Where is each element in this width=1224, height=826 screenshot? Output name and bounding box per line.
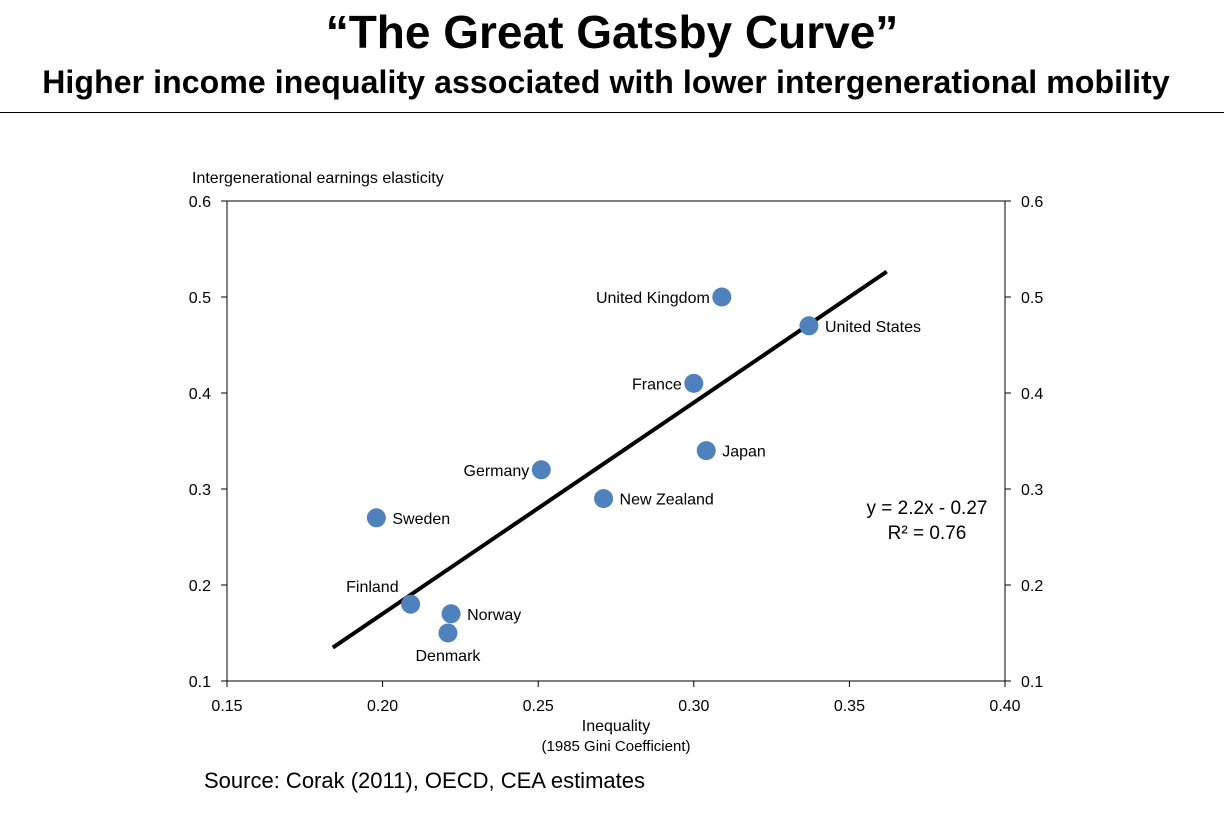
slide-subtitle: Higher income inequality associated with… [42,64,1170,100]
source-note: Source: Corak (2011), OECD, CEA estimate… [204,768,645,793]
x-tick-label: 0.20 [367,698,398,715]
data-point-united-kingdom [712,287,732,307]
data-point-japan [696,441,716,461]
y-tick-label-right: 0.4 [1021,386,1043,403]
y-tick-label-right: 0.3 [1021,482,1043,499]
point-label: New Zealand [620,492,714,509]
y-axis-left: 0.1 0.2 0.3 0.4 0.5 0.6 [189,194,227,691]
trendline-equation: y = 2.2x - 0.27 [867,498,988,519]
x-tick-label: 0.25 [523,698,554,715]
point-label: Finland [346,579,398,596]
x-axis: 0.15 0.20 0.25 0.30 0.35 0.40 [211,681,1021,715]
y-tick-label-right: 0.6 [1021,194,1043,211]
y-axis-right: 0.1 0.2 0.3 0.4 0.5 0.6 [1005,194,1043,691]
point-labels: United Kingdom United States France Japan Ge… [346,290,921,665]
data-point-united-states [799,316,819,336]
data-point-sweden [366,508,386,528]
x-tick-label: 0.40 [989,698,1020,715]
point-label: Denmark [415,648,481,665]
y-tick-label-left: 0.4 [189,386,211,403]
plot-area-frame [226,200,1006,682]
y-tick-label-left: 0.5 [189,290,211,307]
y-tick-label-right: 0.5 [1021,290,1043,307]
x-axis-title: Inequality [582,718,651,735]
x-axis-subtitle: (1985 Gini Coefficient) [542,738,691,755]
data-point-denmark [438,623,458,643]
y-tick-label-left: 0.1 [189,674,211,691]
trendline [331,270,888,650]
r-squared-label: R² = 0.76 [888,523,967,544]
data-point-norway [441,604,461,624]
y-axis-title: Intergenerational earnings elasticity [192,170,444,187]
slide-title: “The Great Gatsby Curve” [325,6,899,58]
data-point-finland [401,594,421,614]
x-tick-label: 0.30 [678,698,709,715]
title-divider [0,112,1224,113]
point-label: Norway [467,607,521,624]
point-label: Japan [722,444,766,461]
y-tick-label-right: 0.2 [1021,578,1043,595]
data-point-france [684,373,704,393]
y-tick-label-left: 0.2 [189,578,211,595]
x-tick-label: 0.35 [834,698,865,715]
point-label: Germany [464,463,530,480]
point-label: Sweden [392,511,450,528]
y-tick-label-right: 0.1 [1021,674,1043,691]
point-label: United States [825,319,921,336]
x-tick-label: 0.15 [211,698,242,715]
point-label: France [632,376,682,393]
data-point-new-zealand [594,489,614,509]
y-tick-label-left: 0.6 [189,194,211,211]
data-point-germany [531,460,551,480]
y-tick-label-left: 0.3 [189,482,211,499]
point-label: United Kingdom [596,290,710,307]
data-points [366,287,819,643]
